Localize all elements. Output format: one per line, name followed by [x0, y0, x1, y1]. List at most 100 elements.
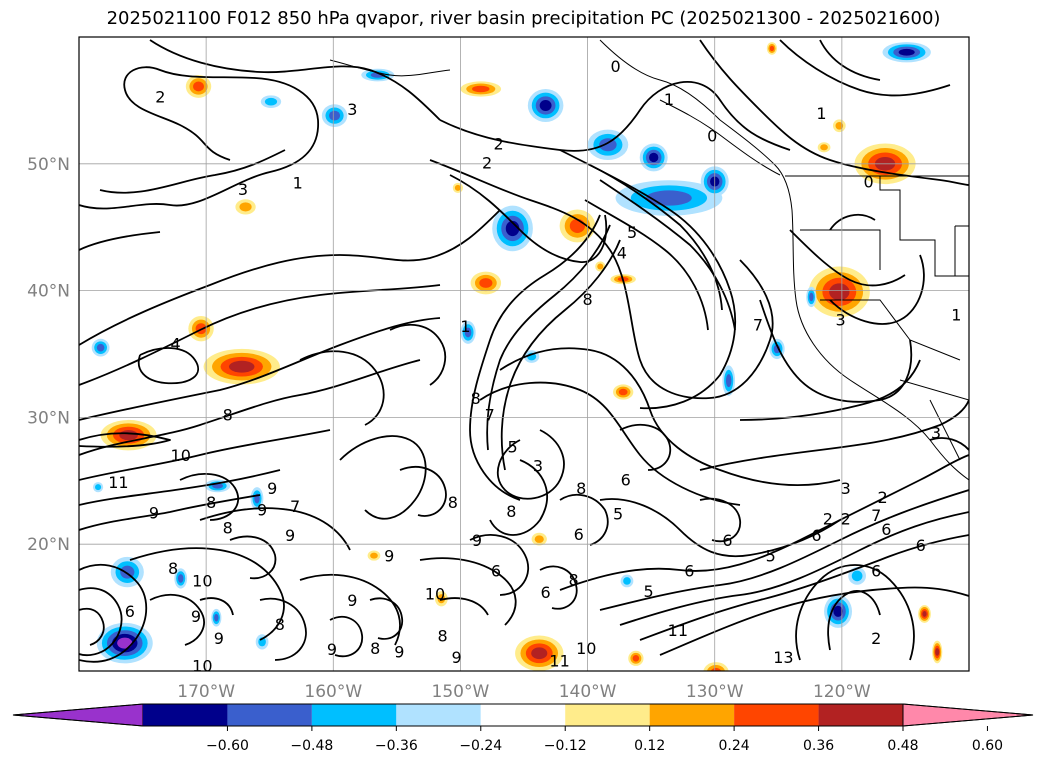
contour-label: 2: [493, 134, 503, 153]
coastline: [599, 39, 969, 481]
contour-label: 2: [482, 153, 492, 172]
colorbar-extend-max: [902, 703, 1034, 727]
colorbar-bin: [818, 704, 903, 726]
precip-shade-patch: [539, 99, 552, 111]
contour-line: [199, 507, 351, 551]
contour-line: [79, 587, 123, 657]
contour-line: [149, 593, 205, 646]
contour-line: [137, 347, 199, 385]
contour-line: [439, 81, 791, 152]
contour-label: 2: [877, 488, 887, 507]
coastline: [659, 99, 781, 176]
contour-label: 3: [931, 423, 941, 442]
precip-shade-patch: [809, 292, 814, 302]
precip-shade-patch: [632, 655, 640, 662]
contour-label: 2: [823, 510, 833, 529]
contour-label: 8: [471, 389, 481, 408]
contour-label: 8: [275, 615, 285, 634]
contour-line: [429, 159, 774, 400]
contour-label: 9: [257, 501, 267, 520]
contour-line: [299, 350, 385, 426]
contour-label: 9: [347, 591, 357, 610]
contour-line: [79, 563, 148, 663]
precip-shade-patch: [623, 577, 631, 585]
contour-label: 6: [916, 536, 926, 555]
precip-shade-patch: [769, 45, 775, 52]
precip-shade-patch: [505, 220, 520, 237]
longitude-tick-label: 130°W: [686, 682, 744, 702]
precip-shade-patch: [177, 574, 184, 583]
contour-label: 9: [149, 503, 159, 522]
contour-label: 6: [722, 531, 732, 550]
contour-label: 6: [574, 525, 584, 544]
coastline: [929, 399, 961, 461]
contour-line: [500, 239, 621, 471]
contour-label: 10: [171, 446, 191, 465]
contour-label: 8: [568, 570, 578, 589]
contour-label: 5: [507, 437, 517, 456]
longitude-tick-label: 160°W: [304, 682, 362, 702]
contour-label: 3: [347, 100, 357, 119]
precip-shade-patch: [707, 665, 725, 671]
precip-shade-patch: [214, 613, 219, 622]
contour-label: 2: [871, 629, 881, 648]
contour-line: [639, 534, 969, 641]
contour-line: [699, 497, 741, 543]
colorbar-bin: [396, 704, 481, 726]
contour-label: 11: [108, 473, 128, 492]
contour-label: 3: [835, 311, 845, 330]
contour-label: 8: [582, 290, 592, 309]
contour-label: 3: [841, 479, 851, 498]
colorbar-tick-label: −0.60: [206, 738, 249, 754]
contour-label: 6: [871, 562, 881, 581]
contour-line: [149, 39, 441, 121]
longitude-tick-label: 140°W: [559, 682, 617, 702]
contour-line: [779, 39, 951, 97]
contour-label: 4: [171, 335, 181, 354]
contour-line: [79, 66, 319, 210]
contour-label: 9: [394, 643, 404, 662]
precip-shade-patch: [437, 594, 446, 604]
contour-line: [79, 317, 441, 421]
state-border: [879, 176, 969, 277]
contour-line: [179, 473, 240, 521]
coastlines-and-borders: [329, 39, 969, 481]
latitude-tick-label: 40°N: [27, 282, 70, 302]
contour-line: [619, 423, 672, 471]
colorbar-tick-label: −0.36: [375, 738, 418, 754]
contour-line: [299, 573, 401, 646]
precip-shade-patch: [96, 343, 105, 352]
precip-shade-patch: [239, 202, 252, 212]
contour-line: [419, 557, 517, 626]
colorbar-tick-label: 0.60: [972, 738, 1003, 754]
contour-label: 10: [576, 639, 596, 658]
precip-shade-patch: [851, 570, 863, 582]
contour-label: 9: [384, 546, 394, 565]
colorbar-tick-label: 0.48: [887, 738, 918, 754]
contour-label: 11: [549, 652, 569, 671]
contour-line: [79, 209, 501, 346]
qvapor-contour-lines: [79, 39, 969, 663]
contour-line: [496, 429, 565, 500]
precip-shade-patch: [472, 85, 490, 93]
state-border: [820, 299, 961, 361]
contour-line: [486, 224, 611, 451]
contour-line: [739, 359, 921, 421]
contour-label: 2: [155, 87, 165, 106]
precip-shade-patch: [649, 152, 659, 163]
precip-shade-patch: [898, 48, 915, 56]
precip-shade-patch: [618, 388, 628, 396]
colorbar-bin: [734, 704, 819, 726]
contour-label: 6: [684, 562, 694, 581]
precip-shade-patch: [922, 610, 927, 617]
contour-label: 0: [610, 57, 620, 76]
contour-line: [699, 39, 969, 186]
contour-line: [399, 466, 447, 517]
colorbar-tick-label: −0.24: [459, 738, 502, 754]
contour-line: [259, 597, 307, 661]
contour-line: [439, 597, 489, 616]
precip-shade-patch: [833, 605, 843, 617]
precip-shade-patch: [264, 97, 278, 106]
precip-shade-patch: [597, 263, 604, 270]
contour-label: 9: [285, 526, 295, 545]
